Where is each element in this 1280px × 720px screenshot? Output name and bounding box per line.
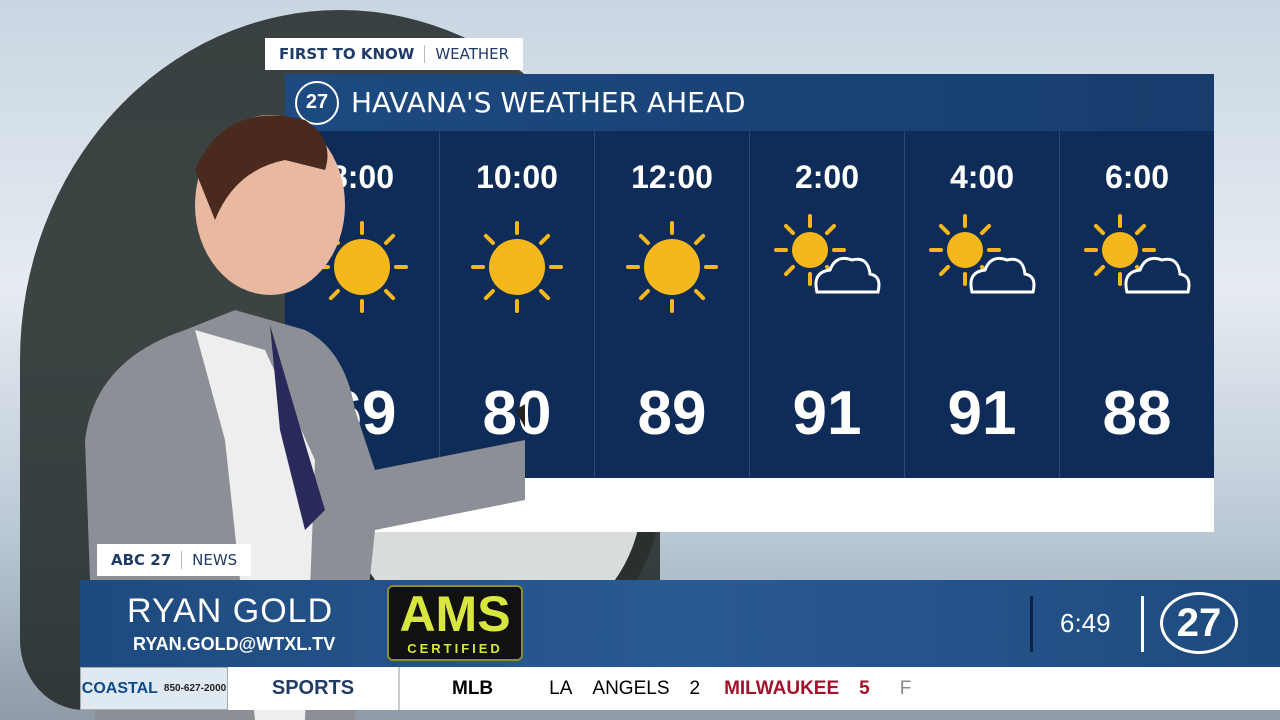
forecast-temp: 80: [482, 379, 552, 448]
forecast-title: HAVANA'S WEATHER AHEAD: [351, 86, 746, 119]
sun-icon: [316, 221, 408, 313]
team1-city: LA: [549, 677, 573, 699]
presenter-name: RYAN GOLD: [127, 592, 334, 630]
badge-sub: CERTIFIED: [407, 641, 503, 656]
forecast-header: 27 HAVANA'S WEATHER AHEAD: [285, 74, 1214, 131]
partly-cloudy-icon: [1084, 214, 1191, 294]
sun-icon: [471, 221, 563, 313]
game-status: F: [899, 677, 912, 699]
forecast-temp: 91: [792, 379, 862, 448]
forecast-time: 10:00: [476, 159, 558, 195]
team2: MILWAUKEE: [724, 677, 840, 699]
forecast-time: 6:00: [1104, 159, 1170, 195]
partly-cloudy-icon: [929, 214, 1036, 294]
ticker: COASTAL 850-627-2000 SPORTS MLB LA ANGELS…: [80, 667, 1280, 710]
abc27-logo: 27: [1160, 592, 1238, 654]
forecast-time: 12:00: [631, 159, 713, 195]
tag-right: WEATHER: [435, 45, 510, 63]
ticker-section: SPORTS: [228, 667, 400, 710]
ticker-league: MLB: [452, 677, 494, 699]
news-tag: ABC 27 NEWS: [97, 544, 252, 576]
tag-separator: [424, 45, 426, 63]
ams-certified-badge: AMS CERTIFIED: [387, 585, 523, 661]
forecast-column: 10:00 80: [439, 131, 594, 478]
sponsor-name: COASTAL: [81, 679, 158, 697]
divider: [1030, 596, 1033, 652]
score1: 2: [689, 677, 701, 699]
partly-cloudy-icon: [774, 214, 881, 294]
forecast-temp: 91: [947, 379, 1017, 448]
score2: 5: [859, 677, 870, 699]
forecast-column: 12:00 89: [594, 131, 749, 478]
forecast-temp: 88: [1102, 379, 1172, 448]
forecast-column: 2:00 91: [749, 131, 904, 478]
sponsor-phone: 850-627-2000: [163, 683, 227, 694]
tag-left: FIRST TO KNOW: [279, 45, 415, 63]
forecast-time: 2:00: [794, 159, 860, 195]
badge-main: AMS: [399, 586, 511, 642]
news-tag-left: ABC 27: [111, 551, 172, 569]
forecast-column: 4:00 91: [904, 131, 1059, 478]
sponsor-ad: COASTAL 850-627-2000: [80, 667, 228, 710]
divider: [1141, 596, 1144, 652]
forecast-temp: 89: [637, 379, 707, 448]
section-tag: FIRST TO KNOW WEATHER: [265, 38, 524, 70]
abc27-logo: 27: [295, 80, 339, 125]
forecast-column: 6:00 88: [1059, 131, 1214, 478]
tag-separator: [181, 551, 183, 569]
presenter-email: RYAN.GOLD@WTXL.TV: [133, 634, 336, 654]
news-tag-right: NEWS: [192, 551, 238, 569]
lower-third-band: [80, 580, 1280, 667]
forecast-time: 4:00: [949, 159, 1015, 195]
clock-time: 6:49: [1060, 608, 1111, 638]
forecast-grid: 8:00 69 10:00 80 12:00 89 2:00 91 4:00 91 6:00 88: [285, 131, 1214, 478]
sun-icon: [626, 221, 718, 313]
team1: ANGELS: [592, 677, 670, 699]
